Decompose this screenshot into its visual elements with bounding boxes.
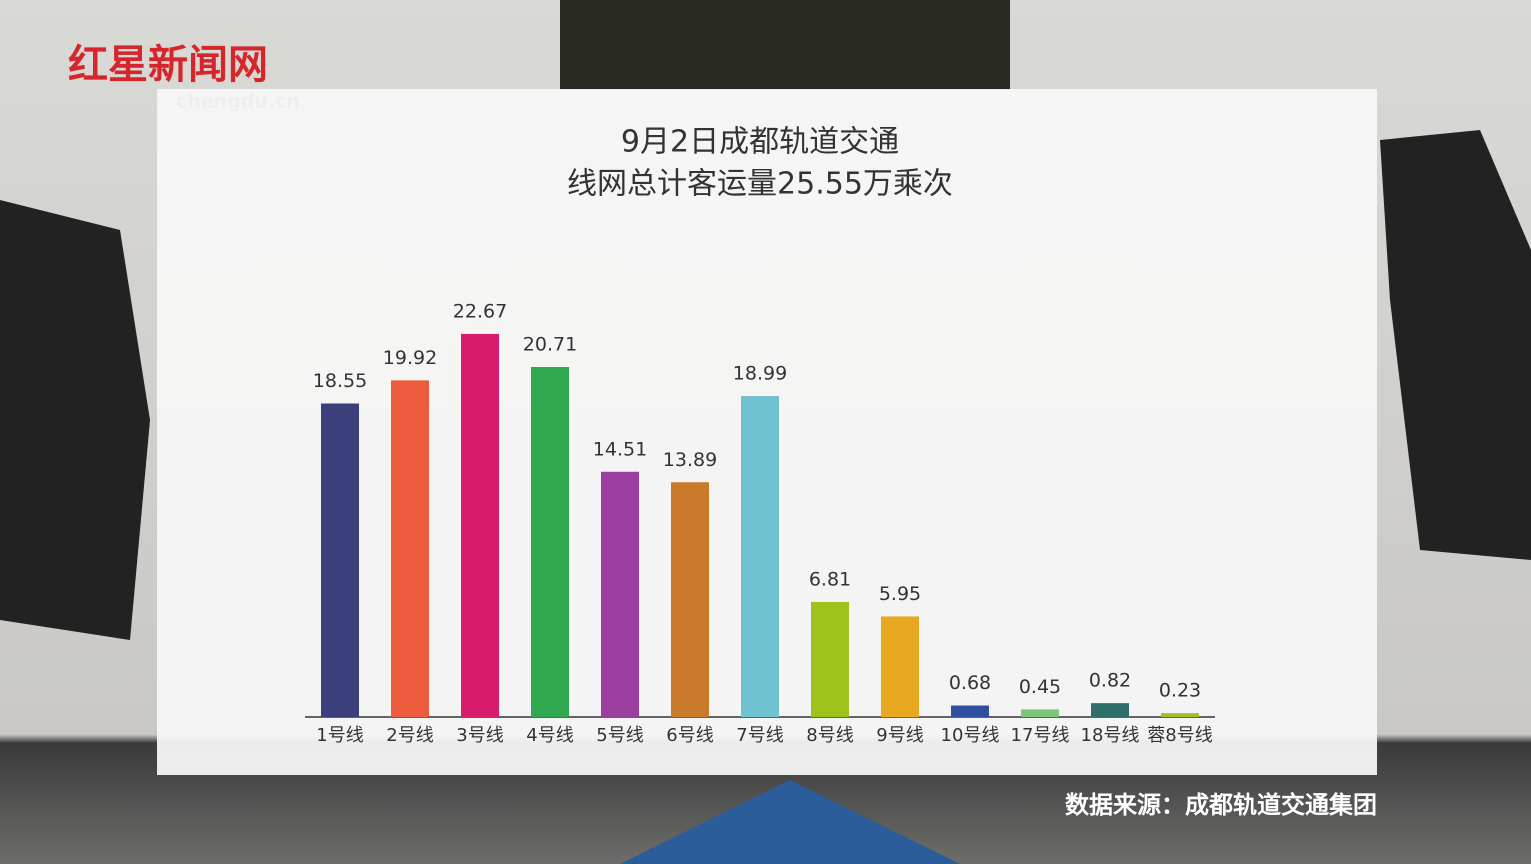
value-label: 0.82: [1089, 670, 1131, 692]
value-label: 0.68: [949, 672, 991, 694]
x-tick-label: 18号线: [1081, 725, 1140, 746]
bar: [951, 705, 989, 717]
value-label: 18.55: [313, 370, 367, 392]
bar: [811, 601, 849, 717]
x-tick-label: 蓉8号线: [1147, 725, 1212, 746]
bar: [881, 616, 919, 717]
value-label: 22.67: [453, 300, 507, 322]
brand-logo: 红星新闻网: [68, 41, 268, 88]
bar: [531, 367, 569, 717]
x-tick-label: 10号线: [941, 725, 1000, 746]
value-label: 0.45: [1019, 676, 1061, 698]
bar: [1091, 703, 1129, 717]
x-tick-label: 1号线: [316, 725, 363, 746]
x-tick-label: 6号线: [666, 725, 713, 746]
x-tick-label: 9号线: [876, 725, 923, 746]
cyclist-right: [1380, 130, 1531, 560]
value-label: 14.51: [593, 438, 647, 460]
value-label: 20.71: [523, 334, 577, 356]
bar: [601, 471, 639, 717]
value-label: 6.81: [809, 568, 851, 590]
x-tick-label: 3号线: [456, 725, 503, 746]
bar: [391, 380, 429, 717]
ceiling: [560, 0, 1010, 90]
bar: [671, 482, 709, 717]
value-label: 0.23: [1159, 680, 1201, 702]
value-label: 18.99: [733, 363, 787, 385]
value-label: 19.92: [383, 347, 437, 369]
bar: [741, 396, 779, 717]
bar: [1021, 709, 1059, 717]
x-tick-label: 4号线: [526, 725, 573, 746]
floor-sign: [620, 780, 960, 864]
x-tick-label: 5号线: [596, 725, 643, 746]
value-label: 13.89: [663, 449, 717, 471]
brand-site: chengdu.cn: [176, 91, 300, 113]
chart-subtitle: 线网总计客运量25.55万乘次: [567, 167, 953, 202]
x-tick-label: 8号线: [806, 725, 853, 746]
bar: [461, 333, 499, 717]
source-note: 数据来源：成都轨道交通集团: [1065, 791, 1377, 819]
cyclist-left: [0, 200, 150, 640]
chart-title: 9月2日成都轨道交通: [621, 125, 899, 160]
x-tick-label: 7号线: [736, 725, 783, 746]
x-tick-label: 17号线: [1011, 725, 1070, 746]
bar: [1161, 713, 1199, 717]
bar: [321, 403, 359, 717]
x-tick-label: 2号线: [386, 725, 433, 746]
value-label: 5.95: [879, 583, 921, 605]
